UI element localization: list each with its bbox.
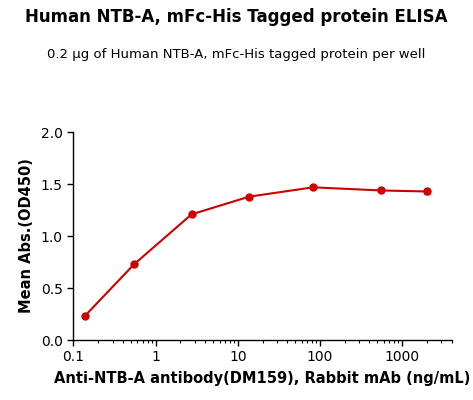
Text: Human NTB-A, mFc-His Tagged protein ELISA: Human NTB-A, mFc-His Tagged protein ELIS…: [25, 8, 448, 26]
X-axis label: Anti-NTB-A antibody(DM159), Rabbit mAb (ng/mL): Anti-NTB-A antibody(DM159), Rabbit mAb (…: [54, 371, 471, 386]
Y-axis label: Mean Abs.(OD450): Mean Abs.(OD450): [19, 158, 34, 314]
Text: 0.2 μg of Human NTB-A, mFc-His tagged protein per well: 0.2 μg of Human NTB-A, mFc-His tagged pr…: [47, 48, 426, 61]
